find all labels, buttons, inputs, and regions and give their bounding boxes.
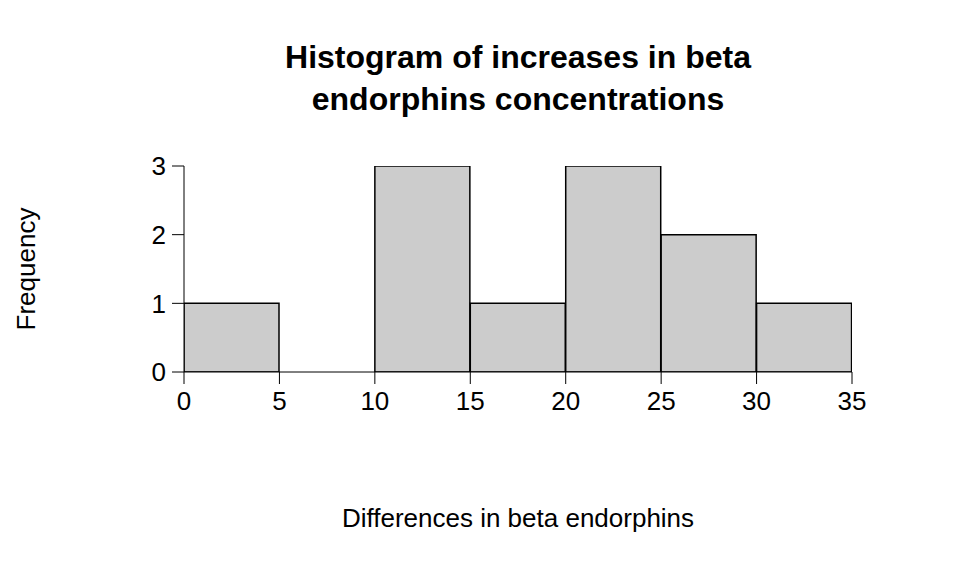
svg-text:30: 30 [742, 386, 771, 416]
svg-text:Frequency: Frequency [11, 208, 41, 331]
svg-text:1: 1 [152, 289, 166, 319]
svg-text:Histogram of increases in beta: Histogram of increases in beta [285, 39, 751, 75]
svg-text:25: 25 [647, 386, 676, 416]
svg-text:0: 0 [152, 357, 166, 387]
svg-text:Differences in beta endorphins: Differences in beta endorphins [342, 503, 694, 533]
svg-text:5: 5 [272, 386, 286, 416]
svg-text:3: 3 [152, 151, 166, 181]
svg-text:2: 2 [152, 220, 166, 250]
svg-text:20: 20 [551, 386, 580, 416]
svg-text:15: 15 [456, 386, 485, 416]
svg-text:35: 35 [838, 386, 867, 416]
svg-text:0: 0 [177, 386, 191, 416]
svg-text:endorphins concentrations: endorphins concentrations [312, 81, 724, 117]
svg-text:10: 10 [360, 386, 389, 416]
